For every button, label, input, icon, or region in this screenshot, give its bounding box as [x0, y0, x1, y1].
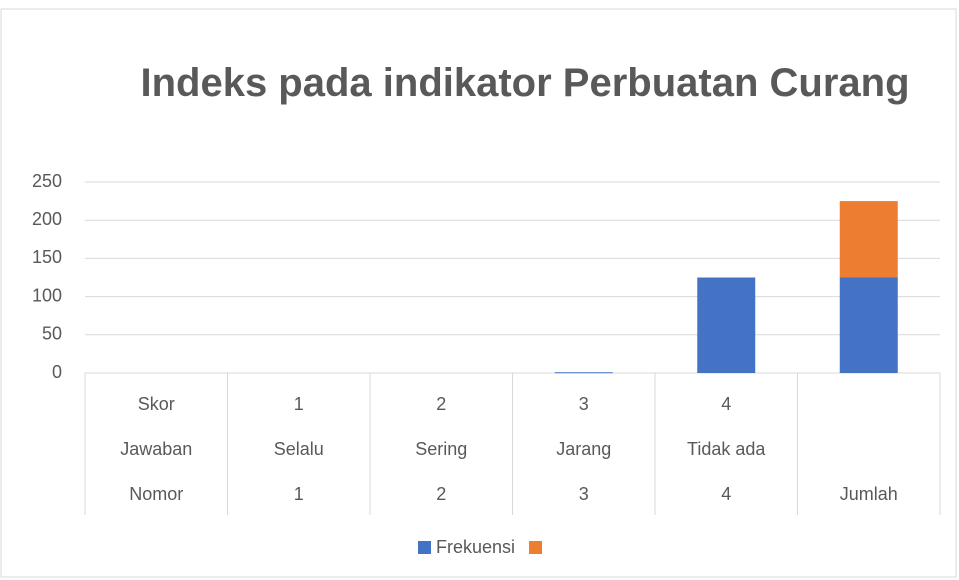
x-tick-label: 4 [721, 484, 731, 504]
x-tick-label: 1 [294, 394, 304, 414]
bar [554, 372, 613, 374]
x-tick-label: Jumlah [840, 484, 898, 504]
chart-border [0, 8, 957, 578]
bar [839, 201, 898, 278]
y-tick-label: 150 [32, 247, 62, 267]
x-tick-label: 2 [436, 484, 446, 504]
x-tick-label: 1 [294, 484, 304, 504]
x-tick-label: Jarang [556, 439, 611, 459]
bar [839, 277, 898, 373]
y-tick-label: 200 [32, 209, 62, 229]
chart-title: Indeks pada indikator Perbuatan Curang [140, 61, 910, 105]
legend-label: Frekuensi [436, 537, 515, 557]
x-tick-label: 2 [436, 394, 446, 414]
x-tick-label: 4 [721, 394, 731, 414]
legend-swatch [418, 541, 431, 554]
x-tick-label: Skor [138, 394, 175, 414]
x-tick-label: 3 [579, 484, 589, 504]
y-tick-label: 0 [52, 362, 62, 382]
x-tick-label: Tidak ada [687, 439, 766, 459]
x-tick-label: Nomor [129, 484, 183, 504]
x-tick-label: Selalu [274, 439, 324, 459]
x-tick-label: Sering [415, 439, 467, 459]
bar [697, 277, 756, 373]
y-tick-label: 250 [32, 171, 62, 191]
x-tick-label: 3 [579, 394, 589, 414]
legend-swatch [529, 541, 543, 554]
x-tick-label: Jawaban [120, 439, 192, 459]
y-tick-label: 100 [32, 285, 62, 305]
y-tick-label: 50 [42, 324, 62, 344]
